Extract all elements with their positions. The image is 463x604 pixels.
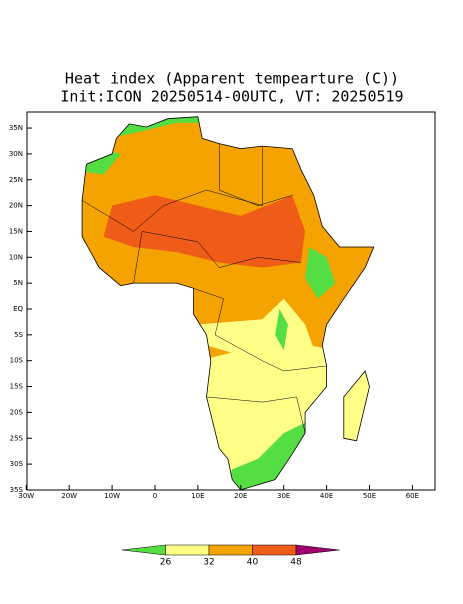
y-tick-label: 5N bbox=[13, 279, 23, 287]
colorbar-max bbox=[295, 544, 340, 556]
y-tick-label: 20N bbox=[9, 202, 23, 210]
x-tick-label: 60E bbox=[406, 492, 419, 500]
y-tick-label: 25S bbox=[10, 434, 24, 442]
y-tick-label: 30S bbox=[10, 460, 24, 468]
colorbar-label: 26 bbox=[160, 558, 172, 568]
x-tick-label: 30E bbox=[277, 492, 290, 500]
y-tick-label: 35N bbox=[9, 124, 23, 132]
border bbox=[219, 143, 293, 206]
x-tick-label: 50E bbox=[363, 492, 376, 500]
x-tick-label: 10E bbox=[191, 492, 204, 500]
y-tick-label: 20S bbox=[10, 408, 24, 416]
x-tick-label: 40E bbox=[320, 492, 333, 500]
island bbox=[343, 370, 370, 442]
y-tick-label: EQ bbox=[13, 305, 23, 313]
colorbar-segment bbox=[252, 544, 297, 556]
region bbox=[103, 195, 306, 268]
x-tick-label: 0 bbox=[153, 492, 157, 500]
border bbox=[193, 288, 327, 372]
region bbox=[275, 309, 288, 351]
colorbar-label: 48 bbox=[290, 558, 302, 568]
colorbar-segment bbox=[165, 544, 210, 556]
border bbox=[206, 396, 306, 434]
border bbox=[81, 146, 263, 232]
colorbar-segment bbox=[208, 544, 253, 556]
x-tick-label: 10W bbox=[104, 492, 120, 500]
y-tick-label: 5S bbox=[14, 331, 23, 339]
title: Heat index (Apparent tempearture (C)) bbox=[65, 70, 399, 88]
colorbar-label: 40 bbox=[247, 558, 259, 568]
y-tick-label: 30N bbox=[9, 150, 23, 158]
y-tick-label: 35S bbox=[10, 486, 24, 494]
y-tick-label: 10S bbox=[10, 357, 24, 365]
colorbar-min bbox=[121, 544, 166, 556]
subtitle: Init:ICON 20250514-00UTC, VT: 20250519 bbox=[60, 88, 403, 106]
y-tick-label: 15S bbox=[10, 383, 24, 391]
region bbox=[197, 298, 318, 371]
x-tick-label: 30W bbox=[18, 492, 34, 500]
colorbar-label: 32 bbox=[203, 558, 214, 568]
x-tick-label: 20E bbox=[234, 492, 247, 500]
y-tick-label: 15N bbox=[9, 227, 23, 235]
region bbox=[305, 247, 336, 299]
y-tick-label: 25N bbox=[9, 176, 23, 184]
x-tick-label: 20W bbox=[61, 492, 77, 500]
border bbox=[133, 231, 301, 284]
y-tick-label: 10N bbox=[9, 253, 23, 261]
